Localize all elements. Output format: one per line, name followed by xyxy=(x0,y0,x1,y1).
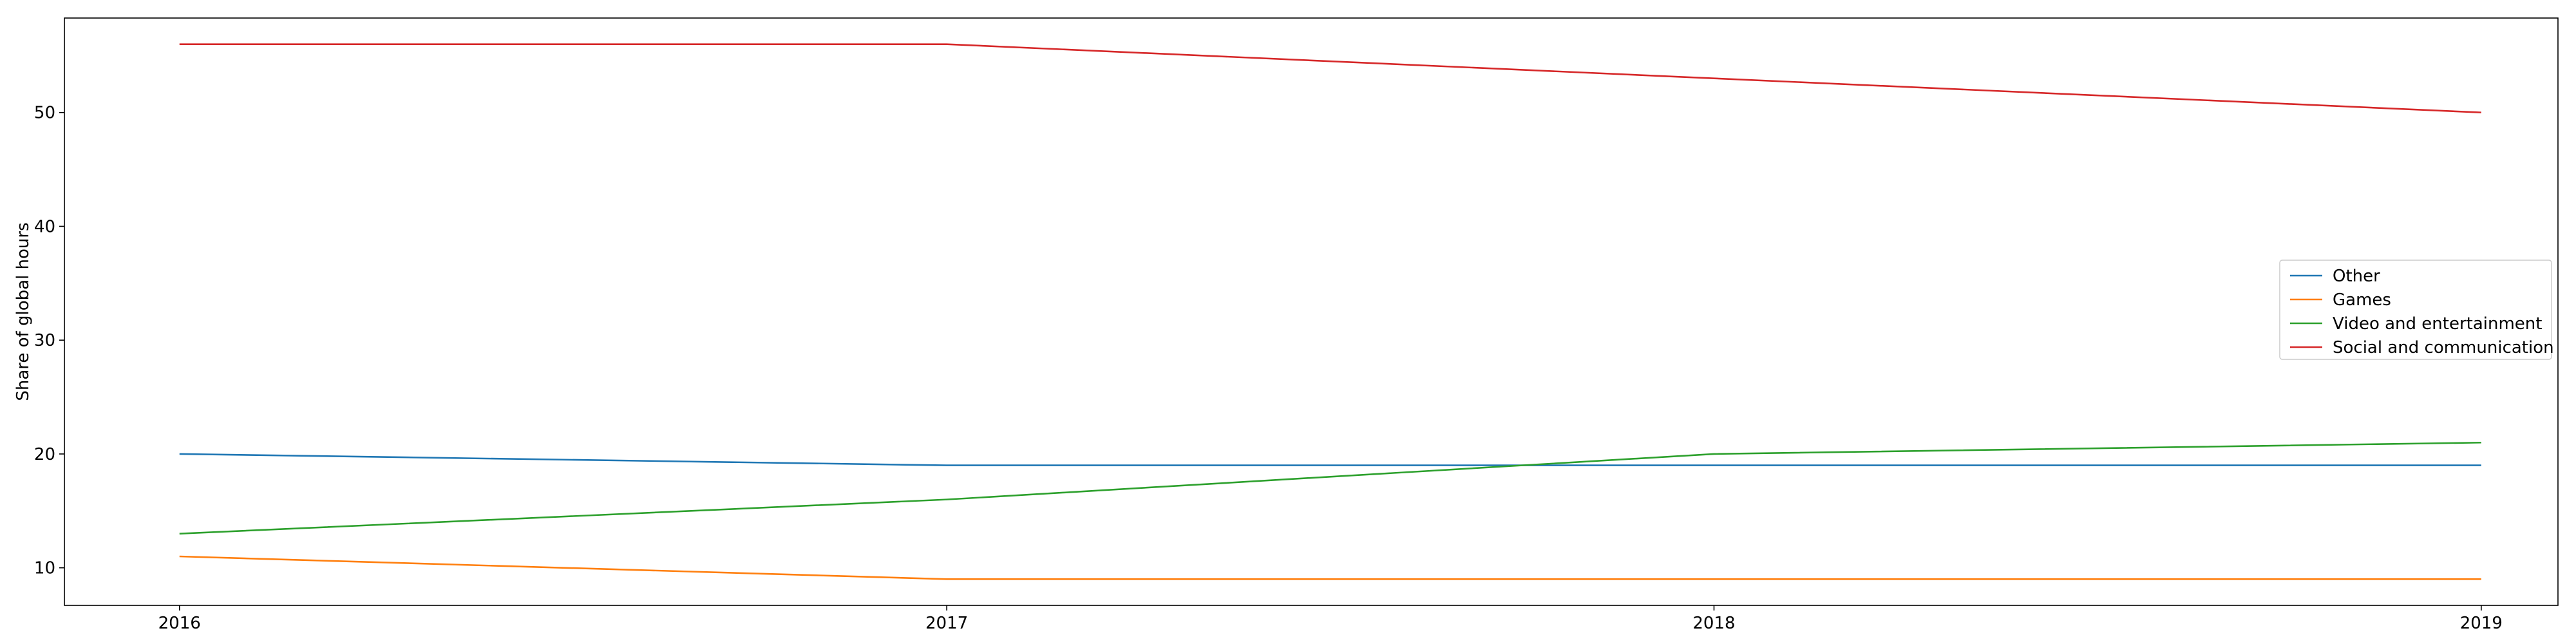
legend-label: Other xyxy=(2333,267,2380,286)
series-line-video-and-entertainment xyxy=(179,441,2481,535)
legend-label: Video and entertainment xyxy=(2333,314,2542,334)
y-tick-label: 50 xyxy=(34,104,55,123)
legend-frame xyxy=(2279,260,2552,360)
x-tick-label: 2019 xyxy=(2460,614,2503,633)
plot-area xyxy=(64,17,2559,606)
x-axis: 2016 2017 2018 2019 xyxy=(158,605,2503,633)
series-lines xyxy=(179,43,2481,580)
y-tick-label: 20 xyxy=(34,445,55,464)
y-axis: 10 20 30 40 50 xyxy=(34,104,64,578)
legend-label: Social and communication xyxy=(2333,338,2554,357)
x-tick-label: 2016 xyxy=(158,614,201,633)
legend: Other Games Video and entertainment Social … xyxy=(2279,260,2554,360)
y-tick-label: 40 xyxy=(34,217,55,236)
series-line-other xyxy=(179,453,2481,466)
x-tick-label: 2017 xyxy=(925,614,968,633)
legend-label: Games xyxy=(2333,290,2391,310)
y-axis-label: Share of global hours xyxy=(14,222,33,401)
y-tick-label: 30 xyxy=(34,331,55,350)
x-tick-label: 2018 xyxy=(1692,614,1735,633)
series-line-games xyxy=(179,555,2481,580)
series-line-social-and-communication xyxy=(179,43,2481,113)
y-tick-label: 10 xyxy=(34,559,55,578)
